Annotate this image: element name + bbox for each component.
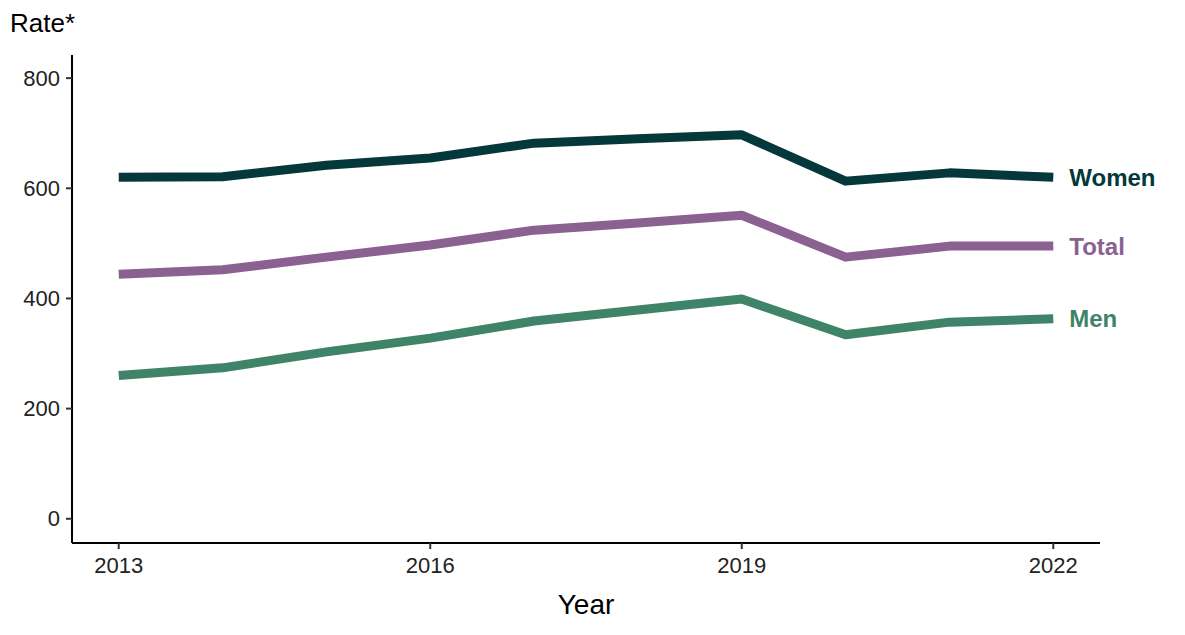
x-tick	[118, 543, 120, 549]
y-tick	[66, 187, 72, 189]
y-tick-label: 200	[23, 396, 60, 421]
y-tick	[66, 77, 72, 79]
x-tick-label: 2022	[1029, 553, 1078, 578]
x-tick	[1052, 543, 1054, 549]
x-tick-label: 2019	[717, 553, 766, 578]
series-label: Men	[1069, 305, 1117, 332]
y-tick-label: 600	[23, 176, 60, 201]
y-axis-title: Rate*	[10, 8, 75, 38]
series-line	[119, 299, 1054, 376]
x-axis-line	[72, 542, 1100, 544]
y-tick-label: 0	[48, 506, 60, 531]
series-line	[119, 135, 1054, 181]
series-label: Women	[1069, 164, 1155, 191]
x-axis-title: Year	[558, 589, 615, 620]
y-tick	[66, 297, 72, 299]
series-line	[119, 215, 1054, 274]
x-tick	[429, 543, 431, 549]
x-tick-label: 2013	[94, 553, 143, 578]
x-tick	[741, 543, 743, 549]
y-tick	[66, 408, 72, 410]
y-tick-label: 400	[23, 286, 60, 311]
chart: 0 200 400 600 800 2013 2016 2019 2022 Year Rate* Wo…	[0, 0, 1185, 635]
x-tick-label: 2016	[406, 553, 455, 578]
series-label: Total	[1069, 233, 1125, 260]
lines	[119, 135, 1054, 376]
y-tick	[66, 518, 72, 520]
y-tick-label: 800	[23, 66, 60, 91]
